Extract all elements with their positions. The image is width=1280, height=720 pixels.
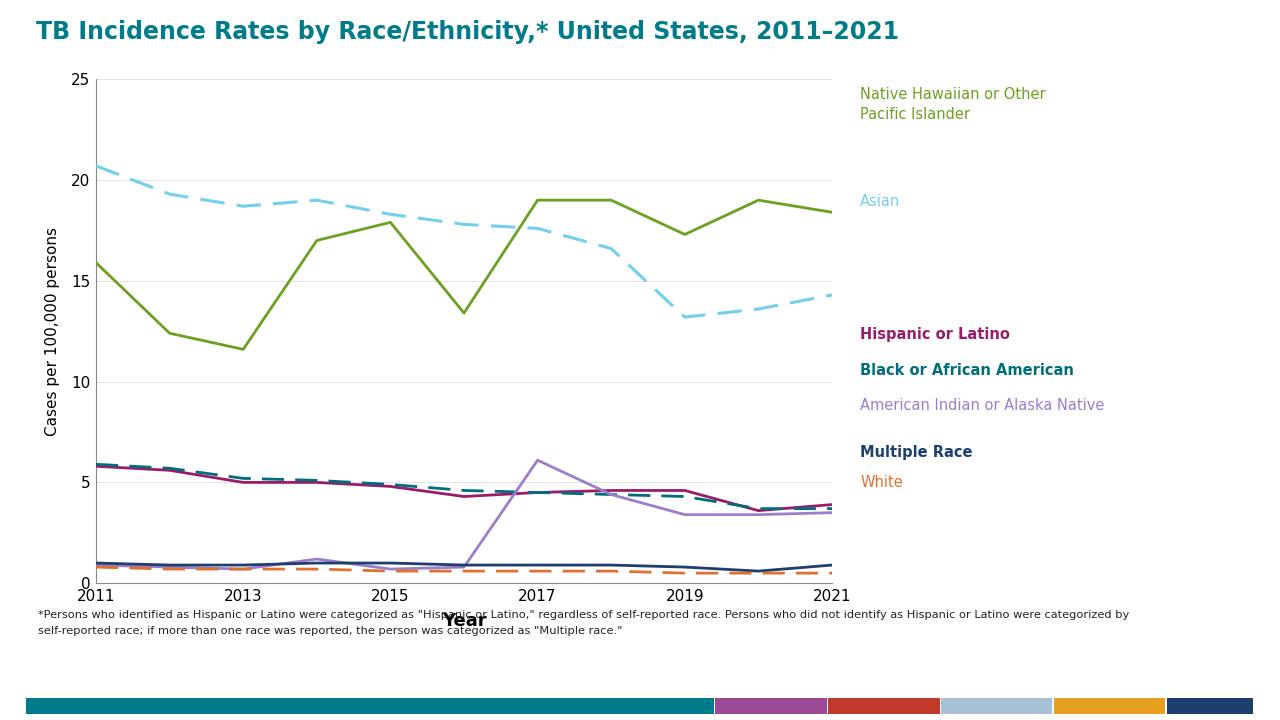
Text: *Persons who identified as Hispanic or Latino were categorized as "Hispanic or L: *Persons who identified as Hispanic or L… [38, 610, 1130, 620]
Text: White: White [860, 475, 902, 490]
Text: Black or African American: Black or African American [860, 363, 1074, 377]
Text: self-reported race; if more than one race was reported, the person was categoriz: self-reported race; if more than one rac… [38, 626, 623, 636]
Text: TB Incidence Rates by Race/Ethnicity,* United States, 2011–2021: TB Incidence Rates by Race/Ethnicity,* U… [36, 20, 899, 45]
Text: Asian: Asian [860, 194, 900, 209]
Text: Multiple Race: Multiple Race [860, 445, 973, 459]
Text: American Indian or Alaska Native: American Indian or Alaska Native [860, 398, 1105, 413]
Text: Hispanic or Latino: Hispanic or Latino [860, 328, 1010, 342]
Y-axis label: Cases per 100,000 persons: Cases per 100,000 persons [45, 227, 60, 436]
X-axis label: Year: Year [442, 612, 486, 630]
Text: Native Hawaiian or Other
Pacific Islander: Native Hawaiian or Other Pacific Islande… [860, 87, 1046, 122]
